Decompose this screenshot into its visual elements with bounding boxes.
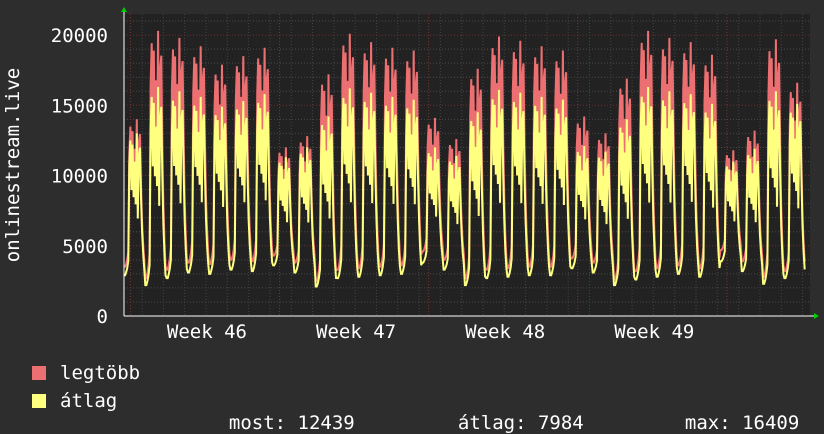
- y-axis-label: onlinestream.live: [2, 68, 24, 262]
- x-tick-label: Week 48: [465, 321, 545, 343]
- legend-label-max: legtöbb: [60, 362, 141, 384]
- series-line-avg: [124, 86, 806, 288]
- axis-layer: 0 5000 10000 15000 20000 Week 46 Week 47 Week 4…: [51, 7, 819, 343]
- stat-avg-value: 7984: [537, 412, 584, 434]
- y-tick-label: 10000: [51, 166, 108, 188]
- y-tick-label: 5000: [62, 236, 108, 258]
- stat-max-value: 16409: [742, 412, 800, 434]
- x-tick-label: Week 46: [167, 321, 247, 343]
- legend-max: legtöbb: [32, 362, 140, 384]
- y-tick-label: 0: [97, 306, 108, 328]
- stat-most-label: most:: [228, 412, 287, 434]
- legend-avg: átlag: [32, 390, 117, 412]
- x-axis-arrow: [814, 313, 819, 319]
- stat-max-label: max:: [684, 412, 731, 434]
- stat-avg: átlag: 7984: [435, 390, 584, 434]
- stat-avg-label: átlag:: [457, 412, 527, 434]
- y-tick-label: 20000: [51, 25, 108, 47]
- legend-swatch-max: [32, 366, 46, 380]
- stat-most-value: 12439: [297, 412, 355, 434]
- x-tick-label: Week 47: [316, 321, 396, 343]
- x-tick-label: Week 49: [614, 321, 694, 343]
- stat-max: max: 16409: [662, 390, 799, 434]
- series-layer: [124, 30, 806, 288]
- legend-swatch-avg: [32, 394, 46, 408]
- legend-label-avg: átlag: [60, 390, 118, 412]
- y-axis-arrow: [121, 7, 127, 12]
- stat-most: most: 12439: [206, 390, 355, 434]
- y-tick-label: 15000: [51, 95, 108, 117]
